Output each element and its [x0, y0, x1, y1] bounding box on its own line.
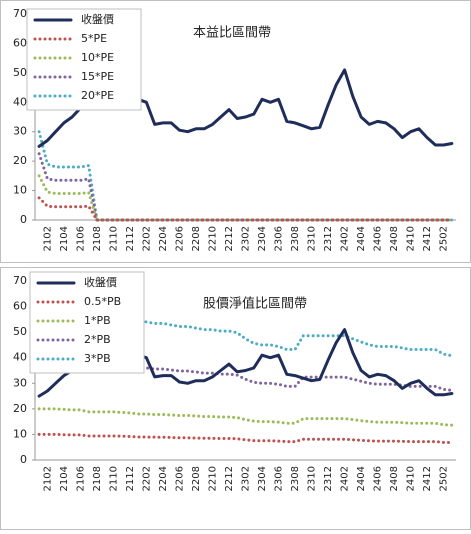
- x-tick-label: 2102: [42, 466, 53, 491]
- x-tick-label: 2312: [323, 226, 334, 251]
- chart-title: 股價淨值比區間帶: [203, 296, 307, 312]
- x-tick-label: 2206: [174, 226, 185, 251]
- y-tick-label: 20: [13, 402, 27, 415]
- x-tick-label: 2408: [389, 226, 400, 251]
- x-tick-label: 2408: [389, 466, 400, 491]
- series-line: [37, 196, 454, 222]
- x-tick-label: 2304: [257, 466, 268, 491]
- y-tick-label: 10: [13, 184, 27, 197]
- x-tick-label: 2310: [307, 466, 318, 491]
- x-tick-label: 2402: [340, 466, 351, 491]
- x-tick-label: 2204: [158, 466, 169, 491]
- x-tick-label: 2412: [422, 226, 433, 251]
- y-tick-label: 60: [13, 300, 27, 313]
- x-tick-label: 2502: [439, 226, 450, 251]
- legend-label: 20*PE: [81, 89, 114, 102]
- series-line: [37, 432, 454, 445]
- x-tick-label: 2406: [373, 226, 384, 251]
- y-tick-label: 40: [13, 95, 27, 108]
- x-tick-label: 2208: [191, 466, 202, 491]
- y-tick-label: 40: [13, 351, 27, 364]
- y-tick-label: 70: [13, 7, 27, 20]
- legend-label: 3*PB: [84, 352, 111, 365]
- x-tick-label: 2404: [356, 226, 367, 251]
- y-tick-label: 60: [13, 36, 27, 49]
- legend-label: 10*PE: [81, 51, 114, 64]
- x-tick-label: 2410: [406, 226, 417, 251]
- x-tick-label: 2210: [207, 226, 218, 251]
- legend-box: [26, 8, 142, 111]
- x-tick-label: 2206: [174, 466, 185, 491]
- x-tick-label: 2412: [422, 466, 433, 491]
- legend: 收盤價 5*PE 10*PE 15*PE 20*PE: [26, 8, 142, 111]
- x-tick-label: 2108: [92, 466, 103, 491]
- y-tick-label: 0: [20, 453, 27, 466]
- x-tick-label: 2112: [125, 466, 136, 491]
- x-tick-label: 2104: [59, 226, 70, 251]
- x-tick-label: 2302: [241, 466, 252, 491]
- x-tick-label: 2312: [323, 466, 334, 491]
- x-tick-label: 2212: [224, 466, 235, 491]
- x-tick-label: 2208: [191, 226, 202, 251]
- x-tick-label: 2108: [92, 226, 103, 251]
- x-tick-label: 2402: [340, 226, 351, 251]
- x-tick-label: 2110: [108, 466, 119, 491]
- y-tick-label: 30: [13, 376, 27, 389]
- x-tick-label: 2306: [274, 466, 285, 491]
- x-tick-label: 2104: [59, 466, 70, 491]
- legend-label: 1*PB: [84, 314, 111, 327]
- x-tick-label: 2110: [108, 226, 119, 251]
- x-tick-label: 2202: [141, 466, 152, 491]
- x-tick-label: 2112: [125, 226, 136, 251]
- legend-label: 2*PB: [84, 333, 111, 346]
- series-line: [37, 407, 454, 427]
- x-tick-label: 2202: [141, 226, 152, 251]
- x-tick-label: 2310: [307, 226, 318, 251]
- y-tick-label: 20: [13, 154, 27, 167]
- legend-label: 5*PE: [81, 32, 107, 45]
- y-tick-label: 30: [13, 125, 27, 138]
- legend-label: 收盤價: [84, 275, 117, 289]
- x-tick-label: 2406: [373, 466, 384, 491]
- x-tick-label: 2106: [75, 226, 86, 251]
- y-tick-label: 10: [13, 427, 27, 440]
- x-tick-label: 2410: [406, 466, 417, 491]
- x-tick-label: 2210: [207, 466, 218, 491]
- legend-label: 15*PE: [81, 70, 114, 83]
- y-tick-label: 50: [13, 325, 27, 338]
- y-tick-label: 0: [20, 213, 27, 226]
- legend-box: [29, 271, 145, 374]
- x-tick-label: 2404: [356, 466, 367, 491]
- x-tick-label: 2302: [241, 226, 252, 251]
- x-tick-label: 2204: [158, 226, 169, 251]
- chart-title: 本益比區間帶: [193, 26, 271, 41]
- x-tick-label: 2306: [274, 226, 285, 251]
- x-tick-label: 2304: [257, 226, 268, 251]
- x-tick-label: 2102: [42, 226, 53, 251]
- legend: 收盤價 0.5*PB 1*PB 2*PB 3*PB: [29, 271, 145, 374]
- x-tick-label: 2106: [75, 466, 86, 491]
- y-tick-label: 50: [13, 66, 27, 79]
- legend-label: 0.5*PB: [84, 295, 121, 308]
- x-tick-label: 2308: [290, 466, 301, 491]
- x-tick-label: 2308: [290, 226, 301, 251]
- y-tick-label: 70: [13, 274, 27, 287]
- legend-label: 收盤價: [81, 12, 114, 26]
- x-tick-label: 2212: [224, 226, 235, 251]
- x-tick-label: 2502: [439, 466, 450, 491]
